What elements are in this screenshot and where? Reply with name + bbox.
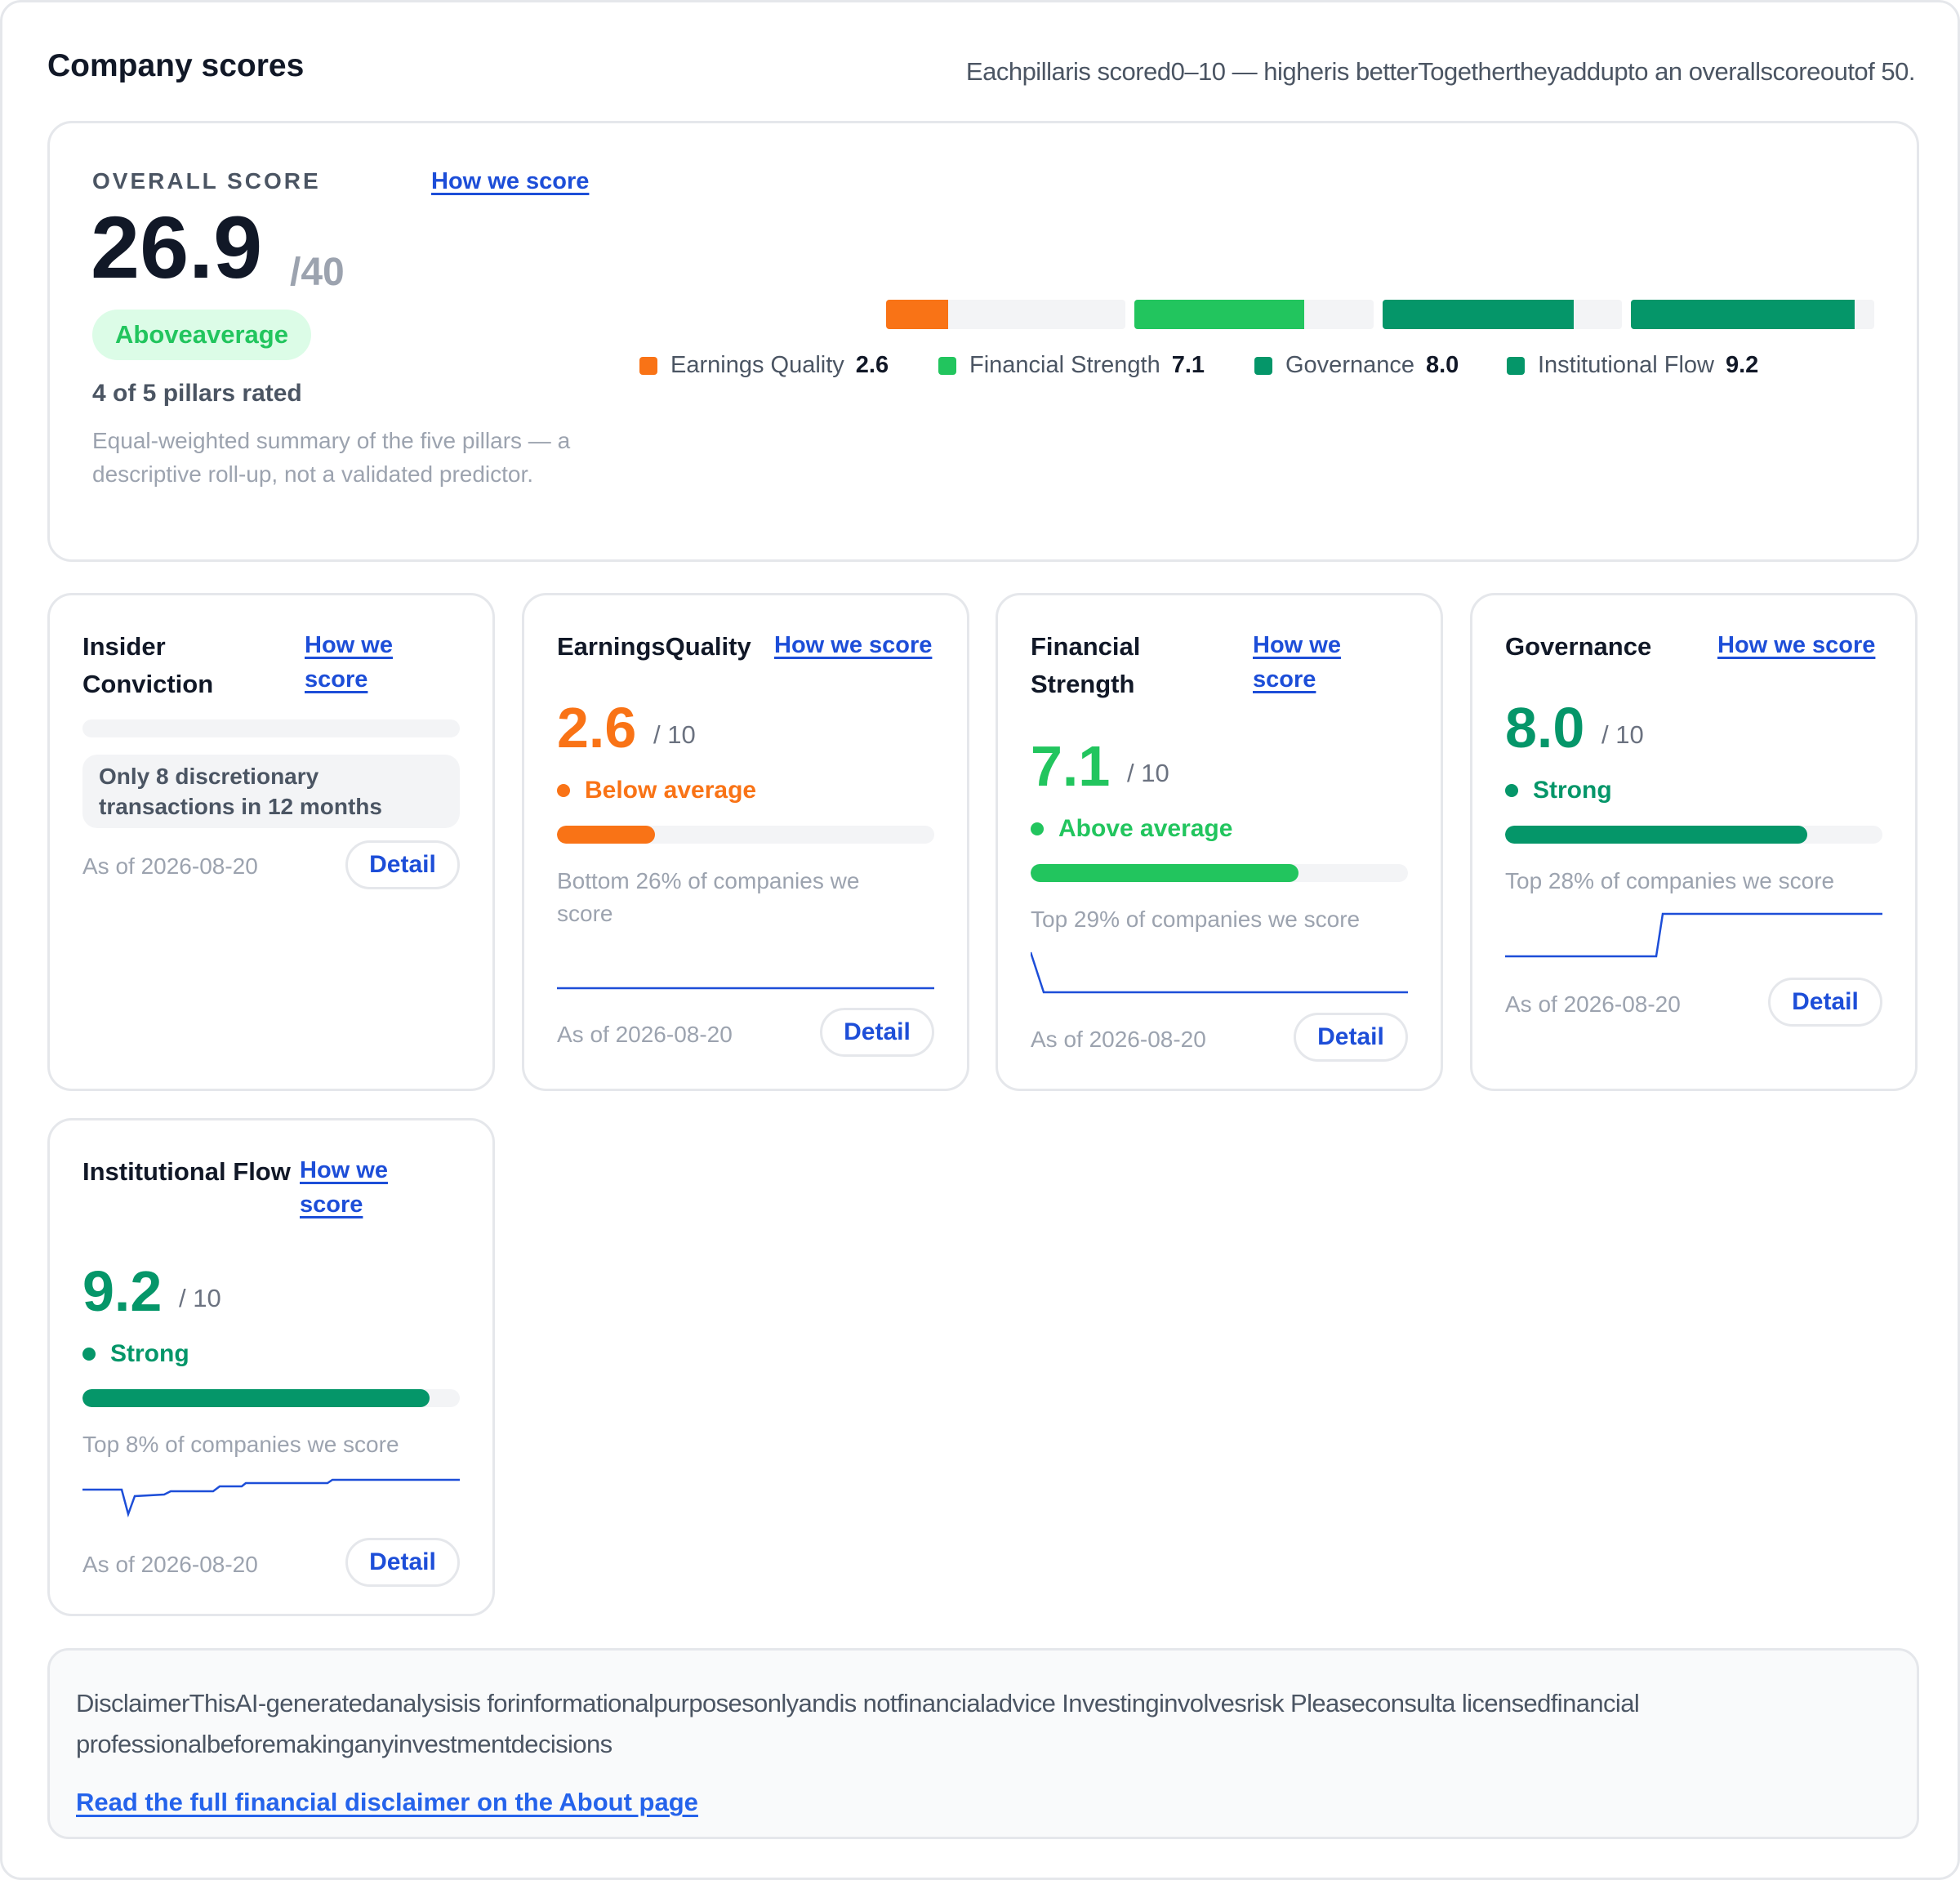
segment-financial-strength	[1134, 300, 1374, 329]
percentile-text: Top 28% of companies we score	[1505, 868, 1835, 893]
status-label: Above average	[1058, 815, 1233, 842]
score-bar	[82, 1389, 460, 1407]
pillar-score: 7.1	[1031, 734, 1111, 798]
trend-sparkline	[557, 987, 934, 990]
pillar-score-denominator: / 10	[1127, 759, 1169, 787]
legend-value: 2.6	[855, 352, 889, 378]
as-of-date: As of 2026-08-20	[557, 1022, 733, 1047]
page-title: Company scores	[47, 48, 305, 83]
score-bar	[82, 719, 460, 737]
trend-sparkline	[82, 1478, 460, 1518]
legend-swatch	[639, 356, 657, 375]
detail-button[interactable]: Detail	[820, 1008, 934, 1057]
legend-governance: Governance 8.0	[1254, 352, 1459, 379]
pillar-card-governance: Governance How we score 8.0 / 10 Strong …	[1470, 593, 1918, 1091]
status-label: Strong	[110, 1340, 189, 1367]
pillar-score-denominator: / 10	[653, 720, 696, 749]
overall-score-card: OVERALL SCORE How we score 26.9 /40 Abov…	[47, 121, 1919, 562]
pillar-title: Insider Conviction	[82, 632, 214, 698]
score-bar	[1031, 864, 1408, 882]
pillar-status: Below average	[557, 777, 756, 804]
pillar-card-financial-strength: Financial Strength How we score 7.1 / 10…	[996, 593, 1443, 1091]
pillar-card-insider-conviction: Insider Conviction How we score Only 8 d…	[47, 593, 495, 1091]
segment-governance	[1383, 300, 1622, 329]
pillar-score: 8.0	[1505, 696, 1585, 760]
overall-score-denominator: /40	[290, 251, 345, 294]
trend-sparkline	[1505, 912, 1882, 958]
overall-description: Equal-weighted summary of the five pilla…	[92, 428, 571, 487]
disclaimer-text: DisclaimerThisAI-generatedanalysisis for…	[76, 1689, 1640, 1758]
segment-institutional-flow	[1631, 300, 1874, 329]
status-label: Below average	[585, 777, 757, 804]
segment-earnings-quality	[886, 300, 1125, 329]
legend-label: Institutional Flow	[1538, 352, 1714, 378]
legend-value: 8.0	[1426, 352, 1459, 378]
percentile-text: Bottom 26% of companies we score	[557, 868, 860, 926]
how-we-score-link[interactable]: How we score	[305, 632, 393, 693]
detail-button[interactable]: Detail	[345, 840, 460, 889]
legend-institutional-flow: Institutional Flow 9.2	[1507, 352, 1758, 379]
legend-value: 9.2	[1726, 352, 1759, 378]
legend-financial-strength: Financial Strength 7.1	[938, 352, 1205, 379]
status-label: Strong	[1533, 777, 1612, 804]
score-bar	[1505, 826, 1882, 844]
detail-button[interactable]: Detail	[345, 1538, 460, 1587]
overall-how-we-score-link[interactable]: How we score	[431, 168, 590, 194]
percentile-text: Top 29% of companies we score	[1031, 907, 1361, 932]
as-of-date: As of 2026-08-20	[1505, 991, 1681, 1017]
page-subtitle: Eachpillaris scored0–10 — higheris bette…	[965, 57, 1916, 86]
pillar-card-earnings-quality: EarningsQuality How we score 2.6 / 10 Be…	[522, 593, 969, 1091]
legend-swatch	[1254, 356, 1272, 375]
pillar-title: Financial Strength	[1031, 632, 1141, 698]
status-dot	[1505, 784, 1518, 797]
status-dot	[557, 784, 570, 797]
as-of-date: As of 2026-08-20	[82, 1552, 258, 1577]
overall-status-badge: Aboveaverage	[92, 310, 311, 360]
pillar-score: 2.6	[557, 696, 637, 760]
pillar-title: Governance	[1505, 632, 1652, 661]
how-we-score-link[interactable]: How we score	[1717, 632, 1876, 658]
pillar-score-denominator: / 10	[1601, 720, 1644, 749]
percentile-text: Top 8% of companies we score	[82, 1432, 399, 1457]
trend-sparkline	[1031, 951, 1408, 994]
disclaimer-link[interactable]: Read the full financial disclaimer on th…	[76, 1788, 698, 1816]
legend-label: Governance	[1285, 352, 1414, 378]
how-we-score-link[interactable]: How we score	[300, 1157, 388, 1218]
as-of-date: As of 2026-08-20	[82, 853, 258, 879]
overall-label: OVERALL SCORE	[92, 168, 321, 194]
overall-score-value: 26.9	[91, 198, 263, 296]
how-we-score-link[interactable]: How we score	[1253, 632, 1341, 693]
status-dot	[1031, 822, 1044, 835]
insufficient-data-note: Only 8 discretionary transactions in 12 …	[82, 755, 460, 828]
legend-swatch	[1507, 356, 1525, 375]
score-bar	[557, 826, 934, 844]
legend-earnings-quality: Earnings Quality 2.6	[639, 352, 889, 379]
pillar-score: 9.2	[82, 1259, 163, 1323]
disclaimer-box: DisclaimerThisAI-generatedanalysisis for…	[47, 1648, 1919, 1839]
legend-swatch	[938, 356, 956, 375]
legend-label: Earnings Quality	[670, 352, 844, 378]
detail-button[interactable]: Detail	[1768, 978, 1882, 1027]
legend-value: 7.1	[1171, 352, 1205, 378]
pillar-title: Institutional Flow	[82, 1157, 291, 1186]
legend-label: Financial Strength	[969, 352, 1160, 378]
as-of-date: As of 2026-08-20	[1031, 1027, 1206, 1052]
pillar-status: Strong	[1505, 777, 1612, 804]
pillar-card-institutional-flow: Institutional Flow How we score 9.2 / 10…	[47, 1118, 495, 1616]
pillar-status: Above average	[1031, 815, 1232, 843]
pillar-title: EarningsQuality	[557, 632, 751, 661]
how-we-score-link[interactable]: How we score	[774, 632, 933, 658]
detail-button[interactable]: Detail	[1294, 1013, 1408, 1062]
status-dot	[82, 1348, 96, 1361]
pillars-rated-count: 4 of 5 pillars rated	[92, 380, 302, 407]
pillar-score-denominator: / 10	[179, 1284, 221, 1312]
pillar-status: Strong	[82, 1340, 189, 1368]
